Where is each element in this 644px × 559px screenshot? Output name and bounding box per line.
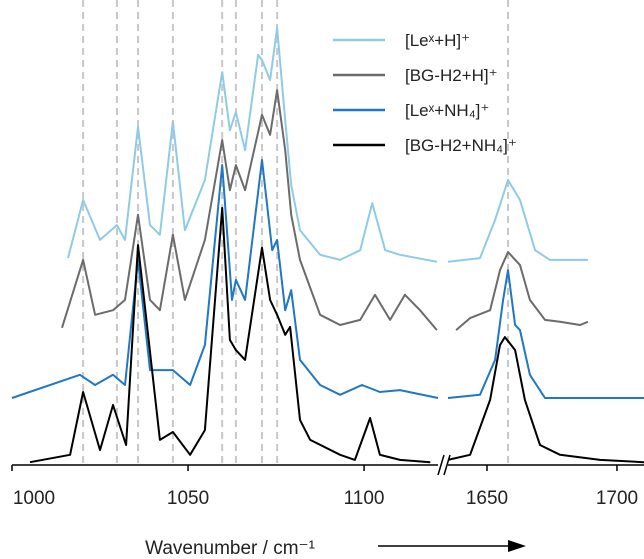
spectrum-line (67, 26, 438, 263)
axis-break (437, 454, 445, 476)
spectrum-line (11, 159, 439, 399)
x-tick-label: 1000 (13, 488, 55, 509)
spectrum-line (447, 336, 644, 464)
legend-label: [Leˣ+NH₄]⁺ (405, 101, 489, 120)
spectrum-line (61, 89, 438, 331)
x-tick-label: 1700 (596, 488, 638, 509)
arrow-head (508, 540, 526, 552)
axis-break (443, 454, 451, 476)
spectrum-line (447, 179, 588, 263)
x-axis-label: Wavenumber / cm⁻¹ (145, 538, 315, 559)
legend-label: [Leˣ+H]⁺ (405, 31, 470, 50)
x-tick-label: 1650 (466, 488, 508, 509)
legend-label: [BG-H2+H]⁺ (405, 66, 498, 85)
spectrum-line (455, 251, 589, 331)
spectrum-line (447, 269, 644, 399)
x-tick-label: 1100 (344, 488, 385, 509)
spectrum-line (29, 206, 431, 464)
x-tick-label: 1050 (167, 488, 209, 509)
legend-label: [BG-H2+NH₄]⁺ (405, 136, 517, 155)
